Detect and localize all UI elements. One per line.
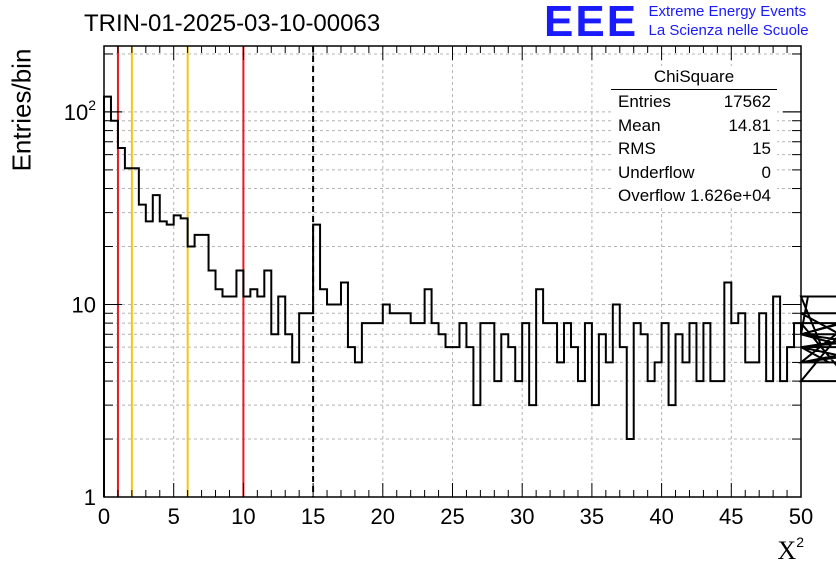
stats-label: RMS	[618, 139, 656, 158]
x-tick-label: 5	[168, 504, 180, 529]
stats-label: Mean	[618, 115, 661, 135]
eee-logo-text: Extreme Energy Events La Scienza nelle S…	[649, 2, 809, 40]
stats-row-overflow: Overflow 1.626e+04	[611, 184, 777, 208]
eee-logo: EEE Extreme Energy Events La Scienza nel…	[544, 0, 809, 46]
y-tick-label-base: 10	[64, 100, 88, 125]
x-tick-label: 15	[301, 504, 325, 529]
logo-line-2: La Scienza nelle Scuole	[648, 22, 809, 39]
stats-row-rms: RMS 15	[611, 137, 777, 161]
y-tick-label: 1	[84, 485, 96, 510]
x-axis-label-text: X	[777, 536, 797, 565]
stats-label: Entries	[618, 92, 671, 111]
stats-title: ChiSquare	[611, 66, 777, 90]
stats-value: 17562	[723, 92, 771, 111]
x-tick-label: 30	[510, 504, 534, 529]
stats-label: Overflow	[618, 186, 686, 205]
stats-row-mean: Mean 14.81	[611, 114, 777, 138]
stats-box: ChiSquare Entries 17562 Mean 14.81 RMS 15 U…	[611, 66, 777, 208]
x-tick-label: 50	[789, 504, 813, 529]
x-tick-label: 45	[719, 504, 743, 529]
stats-value: 15	[752, 139, 771, 158]
stats-label: Underflow	[618, 162, 695, 182]
chart-title: TRIN-01-2025-03-10-00063	[84, 10, 381, 37]
histogram-series	[103, 95, 836, 497]
x-tick-label: 40	[649, 504, 673, 529]
x-axis-label-superscript: 2	[796, 534, 804, 550]
x-tick-label: 20	[371, 504, 395, 529]
y-axis-label: Entries/bin	[6, 48, 37, 172]
y-tick-label-exponent: 2	[88, 97, 96, 113]
eee-logo-mark: EEE	[544, 0, 639, 46]
x-tick-label: 35	[580, 504, 604, 529]
logo-line-1: Extreme Energy Events	[648, 3, 807, 20]
y-tick-label: 10	[72, 292, 96, 317]
stats-value: 1.626e+04	[690, 186, 771, 205]
x-tick-label: 25	[440, 504, 464, 529]
stats-value: 0	[761, 162, 771, 182]
histogram-line	[103, 95, 836, 497]
axis-ticks	[103, 46, 802, 498]
stats-row-underflow: Underflow 0	[611, 161, 777, 185]
x-tick-label: 0	[98, 504, 110, 529]
x-tick-label: 10	[231, 504, 255, 529]
stats-value: 14.81	[728, 115, 771, 135]
y-tick-label: 102	[64, 97, 96, 125]
stats-row-entries: Entries 17562	[611, 90, 777, 114]
x-axis-label: X2	[777, 534, 804, 566]
